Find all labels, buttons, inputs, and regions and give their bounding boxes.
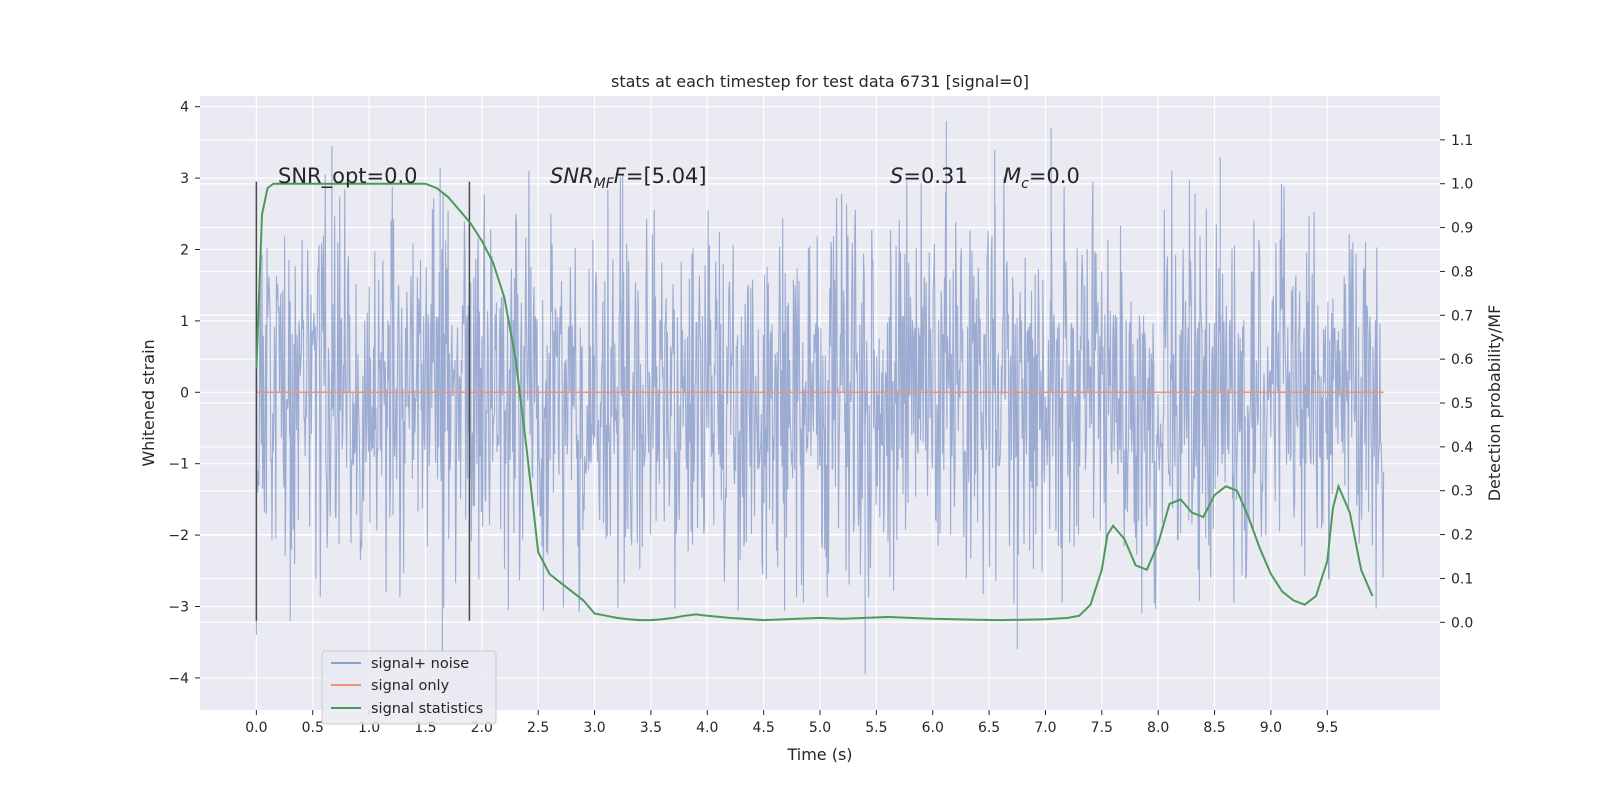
y-right-tick-label: 0.2 — [1451, 528, 1473, 544]
y-left-tick-label: −2 — [168, 528, 189, 544]
y-right-tick-label: 0.9 — [1451, 221, 1473, 237]
y-axis-left-ticks: 4 3 2 1 0 −1 −2 −3 −4 — [168, 100, 200, 687]
legend-box — [321, 650, 497, 725]
x-tick-label: 6.0 — [922, 720, 944, 736]
x-axis-ticks: 0.0 0.5 1.0 1.5 2.0 2.5 3.0 3.5 4.0 4.5 5.0 5.5 6.0 6… — [245, 710, 1338, 736]
y-axis-right-ticks: 1.1 1.0 0.9 0.8 0.7 0.6 0.5 0.4 0.3 0.2 0.1 0.0 — [1440, 133, 1473, 631]
annotation-snr-opt: SNR_opt=0.0 — [278, 164, 418, 189]
annotation-mc-value: =0.0 — [1029, 164, 1080, 188]
annotation-snr-mf-f: F — [614, 164, 627, 188]
y-left-tick-label: 3 — [180, 171, 189, 187]
y-axis-left-label: Whitened strain — [139, 339, 158, 466]
annotation-mc-label: M — [1003, 164, 1021, 188]
y-left-tick-label: 2 — [180, 243, 189, 259]
annotation-s: S=0.31 — [890, 164, 968, 188]
series-signal-statistics — [255, 182, 1374, 622]
legend-label-signal-noise: signal+ noise — [371, 656, 469, 672]
y-left-tick-label: −3 — [168, 599, 189, 615]
y-right-tick-label: 1.1 — [1451, 133, 1473, 149]
y-left-tick-label: 1 — [180, 314, 189, 330]
y-right-tick-label: 0.8 — [1451, 264, 1473, 280]
legend-label-signal-statistics: signal statistics — [371, 701, 483, 717]
y-axis-right-label: Detection probability/MF — [1485, 305, 1504, 502]
y-left-tick-label: 4 — [180, 100, 189, 116]
x-axis-label: Time (s) — [786, 745, 852, 764]
y-right-tick-label: 1.0 — [1451, 177, 1473, 193]
x-tick-label: 2.5 — [527, 720, 549, 736]
y-right-tick-label: 0.6 — [1451, 352, 1473, 368]
y-right-tick-label: 0.4 — [1451, 440, 1473, 456]
vertical-markers — [255, 181, 471, 621]
annotation-s-value: =0.31 — [903, 164, 967, 188]
y-right-tick-label: 0.1 — [1451, 571, 1473, 587]
annotation-snr-mf-sub: MF — [594, 176, 615, 192]
annotation-snr-mf: SNRMFF=[5.04] — [550, 164, 707, 192]
x-tick-label: 8.0 — [1147, 720, 1169, 736]
y-right-tick-label: 0.0 — [1451, 615, 1473, 631]
x-tick-label: 0.0 — [245, 720, 267, 736]
legend: signal+ noise signal only signal statist… — [321, 650, 497, 725]
annotation-snr-mf-value: =[5.04] — [626, 164, 707, 188]
x-tick-label: 0.5 — [302, 720, 324, 736]
y-right-tick-label: 0.3 — [1451, 484, 1473, 500]
x-tick-label: 5.0 — [809, 720, 831, 736]
annotation-mc-sub: c — [1021, 176, 1029, 192]
x-tick-label: 7.5 — [1091, 720, 1113, 736]
x-tick-label: 4.5 — [753, 720, 775, 736]
x-tick-label: 6.5 — [978, 720, 1000, 736]
x-tick-label: 7.0 — [1034, 720, 1056, 736]
y-right-tick-label: 0.7 — [1451, 308, 1473, 324]
x-tick-label: 9.5 — [1316, 720, 1338, 736]
y-left-tick-label: −1 — [168, 457, 189, 473]
annotation-snr-mf-label: SNR — [550, 164, 594, 188]
x-tick-label: 9.0 — [1260, 720, 1282, 736]
x-tick-label: 3.5 — [640, 720, 662, 736]
x-tick-label: 4.0 — [696, 720, 718, 736]
signal-statistics-line — [255, 182, 1374, 622]
y-left-tick-label: 0 — [180, 385, 189, 401]
annotation-mc: Mc=0.0 — [1003, 164, 1080, 192]
x-tick-label: 8.5 — [1203, 720, 1225, 736]
annotation-s-label: S — [890, 164, 903, 188]
legend-label-signal-only: signal only — [371, 678, 450, 694]
y-left-tick-label: −4 — [168, 671, 189, 687]
x-tick-label: 3.0 — [583, 720, 605, 736]
y-right-tick-label: 0.5 — [1451, 396, 1473, 412]
chart-title: stats at each timestep for test data 673… — [611, 72, 1029, 91]
x-tick-label: 5.5 — [865, 720, 887, 736]
annotations: SNR_opt=0.0 SNRMFF=[5.04] S=0.31 Mc=0.0 — [278, 164, 1080, 192]
